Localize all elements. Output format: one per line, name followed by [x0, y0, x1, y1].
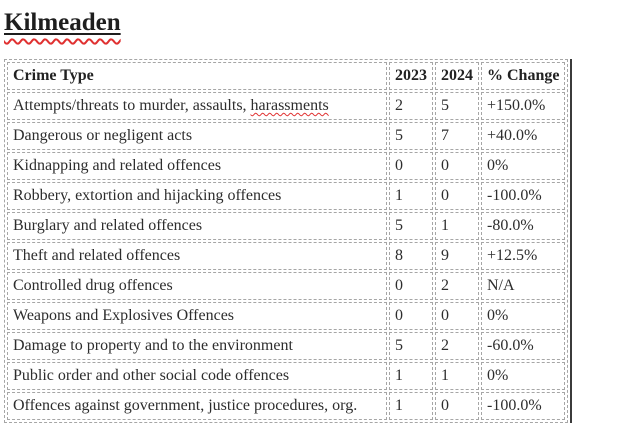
cell-pct-change: -100.0% — [481, 182, 565, 210]
cell-pct-change: +150.0% — [481, 92, 565, 120]
table-header: Crime Type 2023 2024 % Change — [7, 62, 565, 90]
cell-2024: 5 — [435, 92, 479, 120]
cell-pct-change: 0% — [481, 152, 565, 180]
crime-type-text: Offences against government, justice pro… — [13, 397, 358, 414]
column-header-crime-type: Crime Type — [7, 62, 387, 90]
cell-pct-change: -80.0% — [481, 212, 565, 240]
cell-crime-type: Damage to property and to the environmen… — [7, 332, 387, 360]
cell-2024: 7 — [435, 122, 479, 150]
cell-2023: 1 — [389, 182, 433, 210]
table-row: Damage to property and to the environmen… — [7, 332, 565, 360]
cell-2023: 0 — [389, 152, 433, 180]
cell-2023: 5 — [389, 122, 433, 150]
crime-type-text: Controlled drug offences — [13, 277, 173, 294]
cell-pct-change: -100.0% — [481, 392, 565, 420]
cell-2024: 0 — [435, 152, 479, 180]
cell-2023: 0 — [389, 272, 433, 300]
cell-crime-type: Dangerous or negligent acts — [7, 122, 387, 150]
table-row: Dangerous or negligent acts 5 7 +40.0% — [7, 122, 565, 150]
crime-type-text: Weapons and Explosives Offences — [13, 307, 235, 324]
table-row: Offences against government, justice pro… — [7, 392, 565, 420]
crime-table-container: Crime Type 2023 2024 % Change Attempts/t… — [4, 59, 572, 423]
crime-type-text: Attempts/threats to murder, assaults, — [13, 97, 251, 114]
column-header-pct-change: % Change — [481, 62, 565, 90]
cell-crime-type: Offences against government, justice pro… — [7, 392, 387, 420]
table-row: Kidnapping and related offences 0 0 0% — [7, 152, 565, 180]
cell-crime-type: Kidnapping and related offences — [7, 152, 387, 180]
table-row: Burglary and related offences 5 1 -80.0% — [7, 212, 565, 240]
cell-2024: 2 — [435, 272, 479, 300]
table-body: Attempts/threats to murder, assaults, ha… — [7, 92, 565, 420]
cell-2024: 1 — [435, 212, 479, 240]
cell-crime-type: Attempts/threats to murder, assaults, ha… — [7, 92, 387, 120]
crime-type-text: Damage to property and to the environmen… — [13, 337, 293, 354]
page-title-text: Kilmeaden — [4, 9, 121, 36]
crime-type-text: Burglary and related offences — [13, 217, 203, 234]
cell-crime-type: Theft and related offences — [7, 242, 387, 270]
column-header-2024: 2024 — [435, 62, 479, 90]
spellcheck-flagged-word: harassments — [250, 97, 329, 114]
cell-pct-change: +12.5% — [481, 242, 565, 270]
cell-crime-type: Burglary and related offences — [7, 212, 387, 240]
cell-2024: 2 — [435, 332, 479, 360]
table-row: Theft and related offences 8 9 +12.5% — [7, 242, 565, 270]
table-row: Controlled drug offences 0 2 N/A — [7, 272, 565, 300]
crime-type-text: Theft and related offences — [13, 247, 181, 264]
cell-2024: 0 — [435, 302, 479, 330]
cell-crime-type: Weapons and Explosives Offences — [7, 302, 387, 330]
crime-type-text: Robbery, extortion and hijacking offence… — [13, 187, 282, 204]
column-header-2023: 2023 — [389, 62, 433, 90]
page-title: Kilmeaden — [4, 8, 121, 38]
cell-2024: 0 — [435, 392, 479, 420]
cell-2023: 8 — [389, 242, 433, 270]
cell-pct-change: +40.0% — [481, 122, 565, 150]
cell-2023: 1 — [389, 392, 433, 420]
crime-type-text: Public order and other social code offen… — [13, 367, 290, 384]
table-row: Robbery, extortion and hijacking offence… — [7, 182, 565, 210]
crime-type-text: Dangerous or negligent acts — [13, 127, 193, 144]
cell-2024: 1 — [435, 362, 479, 390]
cell-2023: 5 — [389, 212, 433, 240]
cell-pct-change: 0% — [481, 302, 565, 330]
cell-2023: 1 — [389, 362, 433, 390]
cell-crime-type: Robbery, extortion and hijacking offence… — [7, 182, 387, 210]
crime-type-text: Kidnapping and related offences — [13, 157, 222, 174]
cell-crime-type: Controlled drug offences — [7, 272, 387, 300]
cell-crime-type: Public order and other social code offen… — [7, 362, 387, 390]
cell-2023: 0 — [389, 302, 433, 330]
cell-pct-change: 0% — [481, 362, 565, 390]
table-row: Weapons and Explosives Offences 0 0 0% — [7, 302, 565, 330]
table-row: Attempts/threats to murder, assaults, ha… — [7, 92, 565, 120]
cell-pct-change: N/A — [481, 272, 565, 300]
crime-stats-table: Crime Type 2023 2024 % Change Attempts/t… — [4, 59, 568, 423]
header-row: Crime Type 2023 2024 % Change — [7, 62, 565, 90]
cell-2024: 9 — [435, 242, 479, 270]
cell-2023: 2 — [389, 92, 433, 120]
cell-pct-change: -60.0% — [481, 332, 565, 360]
cell-2024: 0 — [435, 182, 479, 210]
cell-2023: 5 — [389, 332, 433, 360]
table-row: Public order and other social code offen… — [7, 362, 565, 390]
